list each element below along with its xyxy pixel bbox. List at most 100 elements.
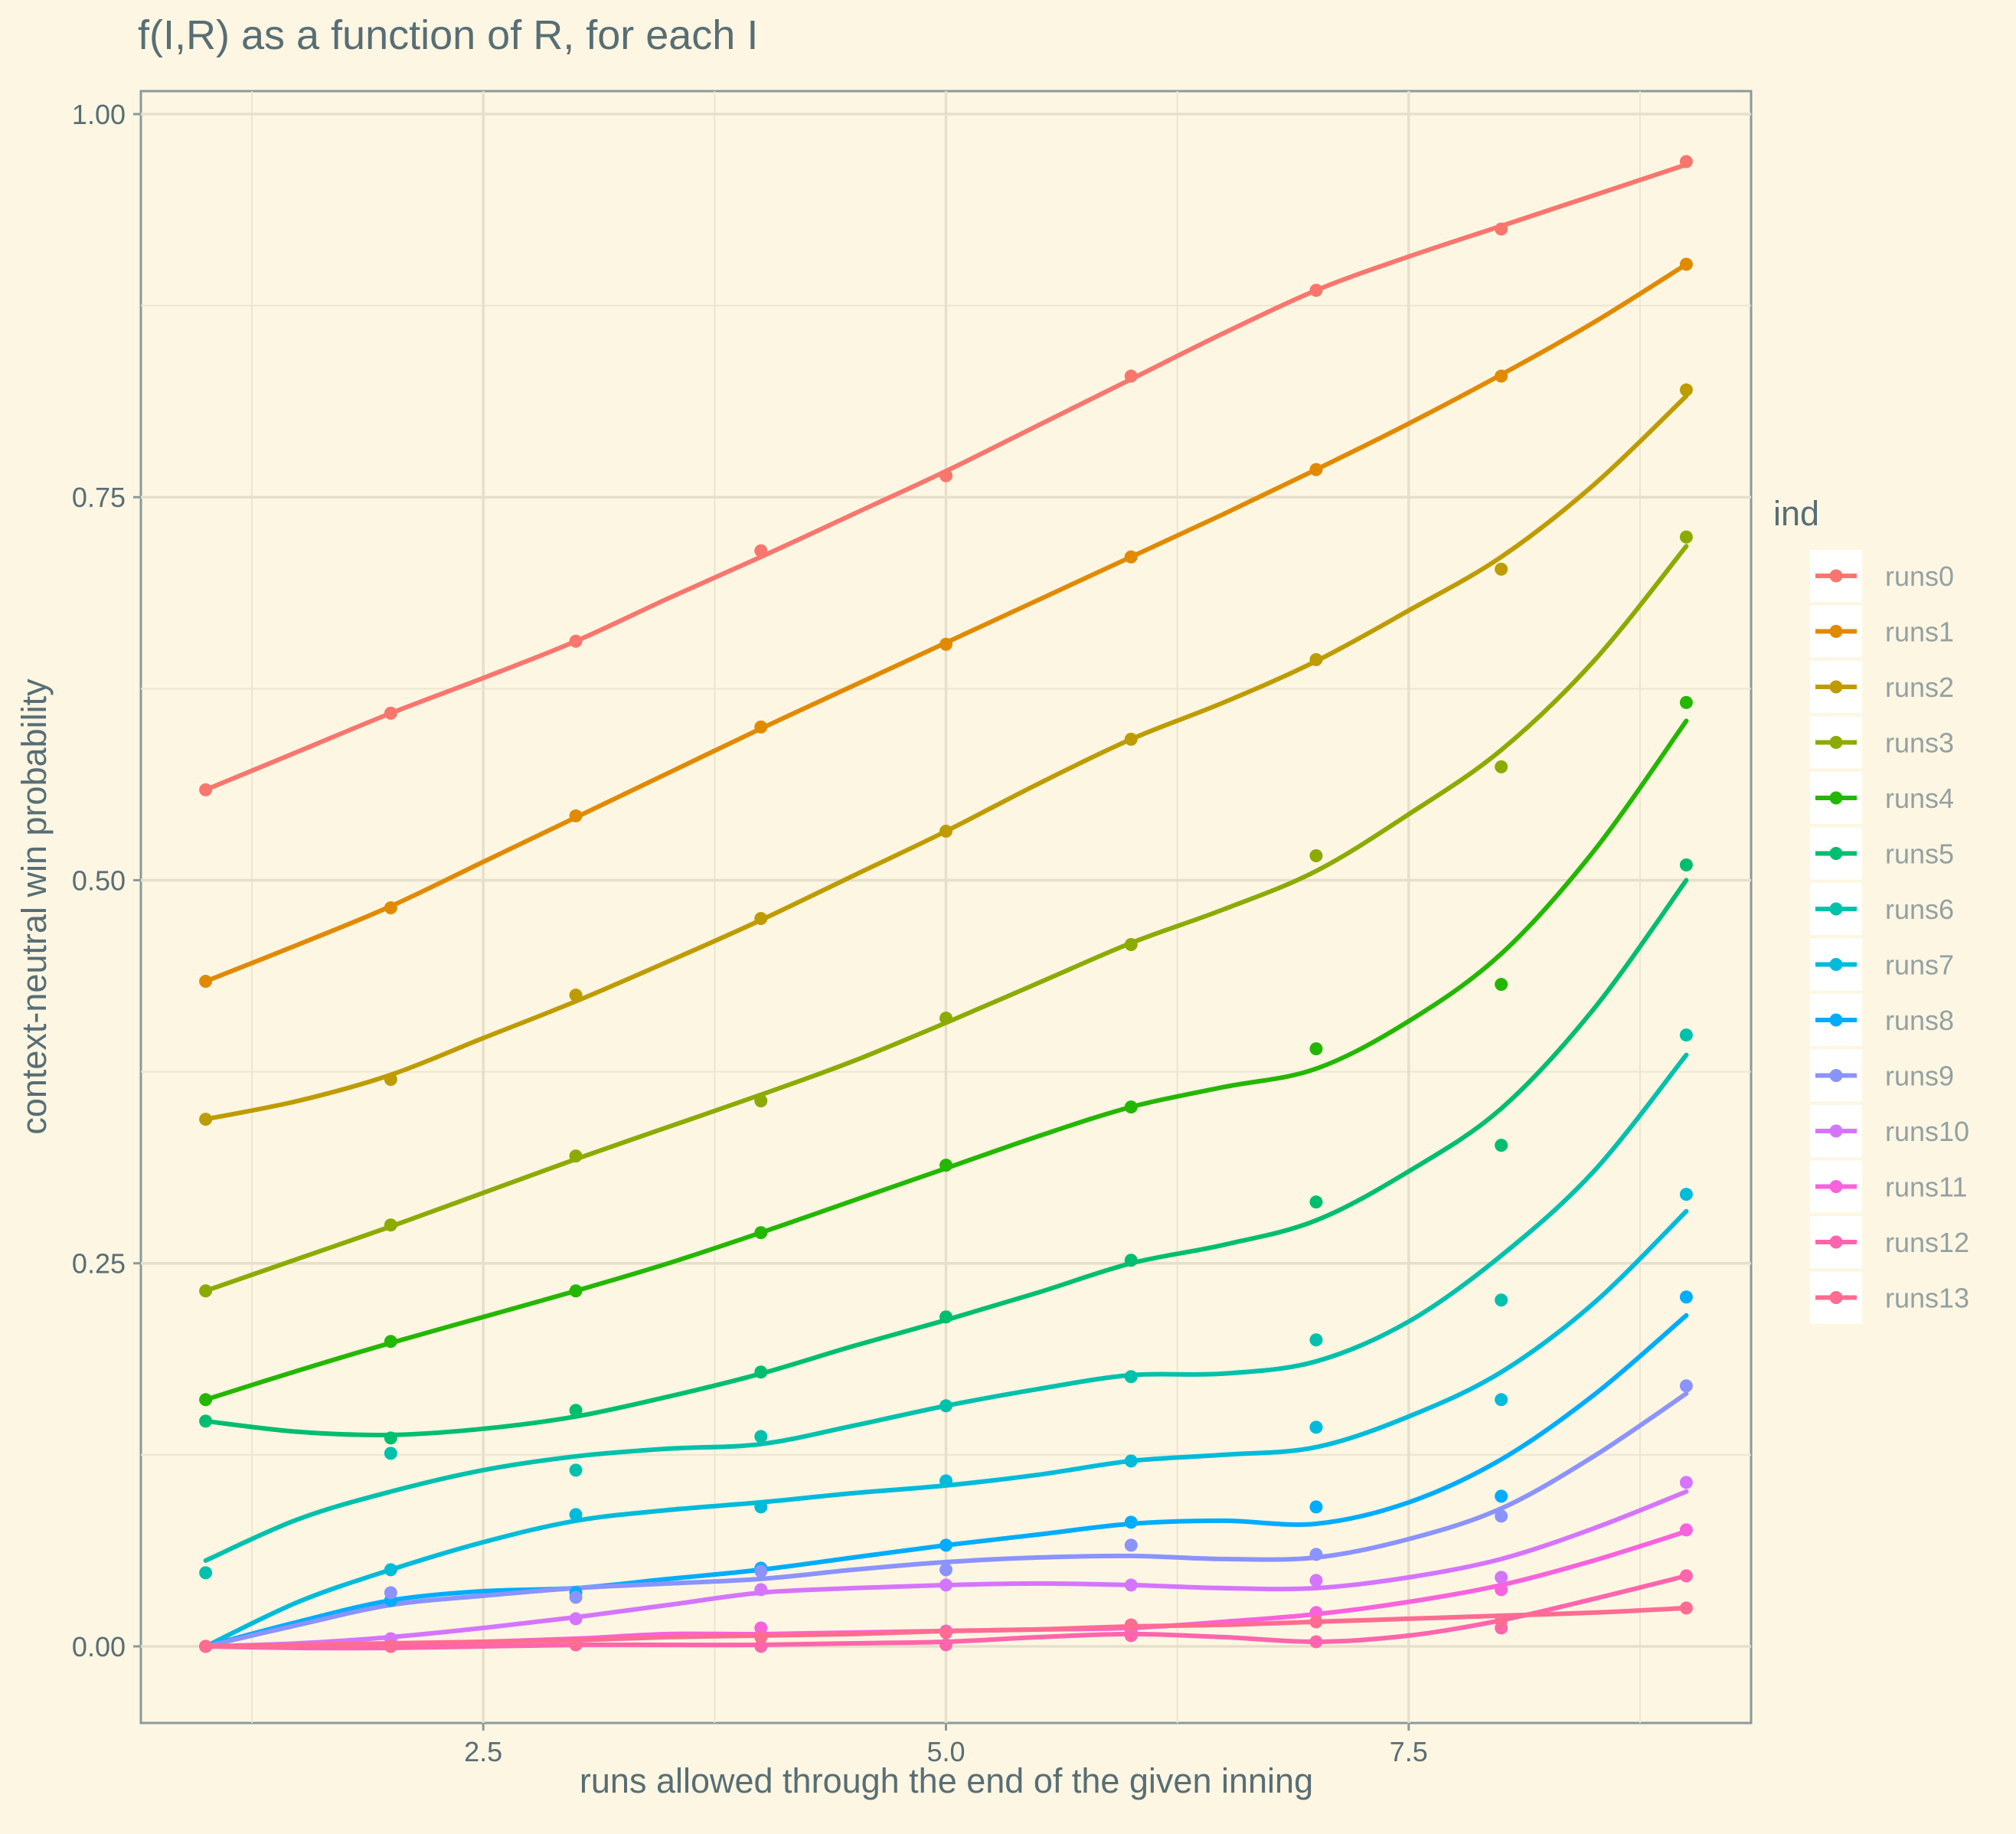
series-line-runs3 [203,544,1689,1293]
data-point-runs5 [1495,1139,1508,1152]
data-point-runs9 [939,1563,952,1577]
y-tick-label: 1.00 [72,99,126,130]
data-point-runs13 [1309,1615,1323,1629]
legend-item-runs13: runs13 [1810,1271,1969,1324]
legend-item-runs1: runs1 [1810,605,1954,658]
data-point-runs0 [1124,369,1138,383]
legend-item-runs3: runs3 [1810,716,1954,769]
data-point-runs12 [939,1638,952,1652]
data-point-runs9 [1124,1538,1138,1552]
data-point-runs4 [1679,695,1693,709]
data-point-runs3 [384,1218,397,1232]
data-point-runs8 [1309,1500,1323,1514]
data-point-runs1 [1124,550,1138,564]
data-point-runs0 [1309,283,1323,297]
data-point-runs10 [1124,1578,1138,1592]
data-points [199,155,1693,1653]
data-point-runs2 [1124,732,1138,746]
legend-item-runs7: runs7 [1810,938,1954,991]
data-point-runs6 [569,1463,583,1477]
chart-title: f(I,R) as a function of R, for each I [138,12,758,58]
legend-item-runs10: runs10 [1810,1105,1969,1157]
legend-label: runs11 [1885,1172,1967,1203]
legend-items: runs0 runs1 runs2 runs3 runs4 runs5 runs6 runs7… [1810,550,1969,1324]
data-point-runs7 [754,1500,768,1514]
series-line-runs4 [203,718,1689,1402]
data-point-runs3 [1679,530,1693,544]
data-point-runs1 [1309,463,1323,476]
data-point-runs4 [1309,1042,1323,1056]
data-point-runs6 [1679,1028,1693,1042]
legend-key-point [1829,680,1843,694]
data-point-runs2 [1679,383,1693,397]
data-point-runs11 [754,1621,768,1635]
data-point-runs6 [939,1399,952,1413]
data-point-runs13 [939,1626,952,1639]
data-point-runs12 [1309,1635,1323,1649]
data-point-runs1 [939,637,952,651]
legend-key-point [1829,569,1843,583]
legend-key-point [1829,1069,1843,1082]
data-point-runs0 [1679,155,1693,168]
series-line-runs12 [203,1573,1689,1651]
data-point-runs2 [754,912,768,926]
data-point-runs4 [939,1159,952,1172]
legend-label: runs7 [1885,950,1954,981]
legend-item-runs9: runs9 [1810,1049,1954,1102]
data-point-runs7 [939,1474,952,1488]
legend-item-runs0: runs0 [1810,550,1954,602]
data-point-runs4 [199,1393,213,1407]
series-line-runs5 [203,878,1689,1437]
legend-label: runs6 [1885,894,1954,925]
data-point-runs3 [1309,848,1323,862]
legend-key-point [1829,1013,1843,1027]
legend-item-runs8: runs8 [1810,994,1954,1046]
data-point-runs2 [199,1113,213,1126]
data-point-runs12 [754,1639,768,1653]
legend-label: runs3 [1885,727,1954,759]
data-point-runs2 [1309,652,1323,666]
data-point-runs1 [199,975,213,989]
series-line-runs9 [203,1391,1689,1649]
legend-item-runs12: runs12 [1810,1216,1969,1268]
data-point-runs6 [1124,1370,1138,1384]
data-point-runs5 [569,1404,583,1417]
data-point-runs8 [1495,1489,1508,1503]
x-tick-label: 7.5 [1390,1736,1428,1767]
data-point-runs5 [939,1310,952,1324]
data-point-runs11 [1495,1583,1508,1597]
data-point-runs0 [384,706,397,720]
data-point-runs9 [569,1590,583,1604]
legend-key-point [1829,902,1843,916]
data-point-runs4 [1495,978,1508,992]
legend-label: runs4 [1885,783,1954,814]
data-point-runs5 [199,1414,213,1428]
data-point-runs1 [1495,369,1508,383]
data-point-runs5 [1679,858,1693,871]
legend-key-point [1829,1124,1843,1138]
legend-label: runs12 [1885,1227,1969,1258]
legend-key-point [1829,847,1843,860]
data-point-runs13 [199,1639,213,1653]
data-point-runs0 [569,634,583,648]
legend-key-point [1829,736,1843,749]
data-point-runs11 [1309,1606,1323,1620]
data-point-runs3 [939,1012,952,1025]
data-point-runs3 [1124,938,1138,952]
data-point-runs13 [1495,1613,1508,1627]
data-point-runs7 [384,1563,397,1577]
data-point-runs3 [1495,760,1508,773]
data-point-runs5 [754,1365,768,1379]
data-point-runs9 [1679,1379,1693,1393]
data-point-runs9 [384,1586,397,1600]
legend-label: runs9 [1885,1061,1954,1092]
legend-item-runs6: runs6 [1810,883,1954,935]
data-point-runs1 [1679,257,1693,271]
data-point-runs1 [384,901,397,915]
data-point-runs0 [199,783,213,796]
data-point-runs4 [384,1335,397,1349]
data-point-runs7 [569,1508,583,1522]
data-point-runs9 [1309,1548,1323,1561]
data-point-runs6 [1309,1333,1323,1347]
